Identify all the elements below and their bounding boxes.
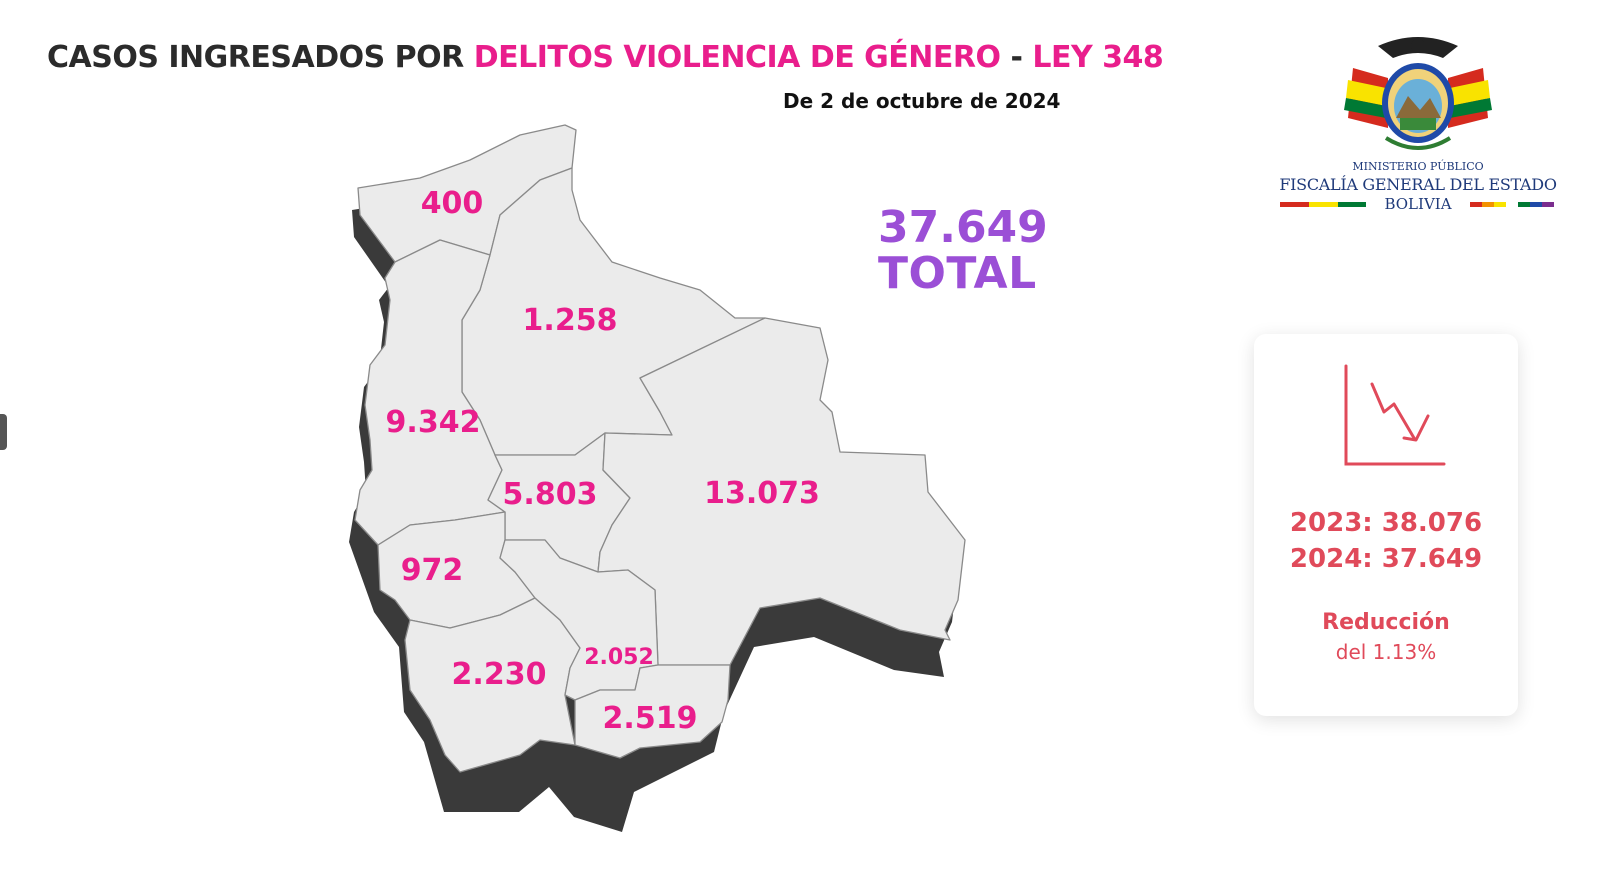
- title-text: CASOS INGRESADOS POR: [47, 40, 474, 75]
- region-tarija[interactable]: [574, 664, 731, 759]
- logo-fiscalia: FISCALÍA GENERAL DEL ESTADO: [1279, 175, 1557, 194]
- label-santa-cruz: 13.073: [704, 476, 820, 511]
- flags-right: [1448, 68, 1492, 128]
- reduction-value: del 1.13%: [1335, 640, 1437, 664]
- logo-stripe-left: [1280, 202, 1366, 207]
- label-la-paz: 9.342: [386, 405, 481, 440]
- side-scroll-tab[interactable]: [0, 414, 7, 450]
- label-pando: 400: [421, 186, 484, 221]
- flags-left: [1344, 68, 1388, 128]
- label-beni: 1.258: [523, 303, 618, 338]
- stat-2024: 2024: 37.649: [1289, 544, 1483, 574]
- reduction-label: Reducción: [1322, 610, 1450, 635]
- trending-down-chart-icon: [1344, 364, 1446, 466]
- title-law: LEY 348: [1032, 40, 1164, 75]
- label-tarija: 2.519: [603, 701, 698, 736]
- label-chuquisaca: 2.052: [584, 645, 654, 670]
- region-santa-cruz[interactable]: [597, 317, 966, 666]
- map-labels: 400 1.258 9.342 5.803 13.073 972 2.230 2…: [386, 186, 820, 736]
- title-highlight: DELITOS VIOLENCIA DE GÉNERO: [473, 40, 1001, 75]
- total-label: TOTAL: [878, 248, 1037, 300]
- logo-bolivia: BOLIVIA: [1384, 195, 1452, 213]
- page-subtitle: De 2 de octubre de 2024: [783, 89, 1061, 113]
- stats-card: 2023: 38.076 2024: 37.649 Reducción del …: [1254, 334, 1518, 716]
- map-regions: [354, 124, 966, 773]
- page-title: CASOS INGRESADOS POR DELITOS VIOLENCIA D…: [47, 40, 1164, 75]
- label-potosi: 2.230: [452, 657, 547, 692]
- coat-of-arms-icon: [1344, 37, 1492, 150]
- stat-2023: 2023: 38.076: [1289, 508, 1483, 538]
- logo-stripe-right: [1470, 202, 1554, 207]
- total-value: 37.649: [878, 202, 1048, 253]
- logo-ministerio: MINISTERIO PÚBLICO: [1352, 160, 1484, 173]
- label-cochabamba: 5.803: [503, 477, 598, 512]
- title-separator: -: [1000, 40, 1033, 75]
- fiscalia-logo: MINISTERIO PÚBLICO FISCALÍA GENERAL DEL …: [1278, 18, 1558, 218]
- total-block: 37.649 TOTAL: [878, 202, 1048, 300]
- label-oruro: 972: [401, 553, 464, 588]
